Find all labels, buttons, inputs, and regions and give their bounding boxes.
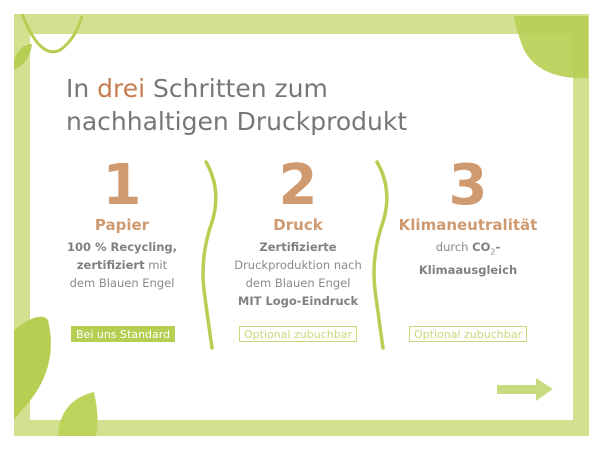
leaf-icon <box>14 44 32 70</box>
leaf-icon <box>58 392 98 436</box>
title-prefix: In <box>66 74 98 103</box>
desc-line: Zertifizierte <box>259 240 337 254</box>
wavy-divider <box>201 160 218 350</box>
desc-line: 100 % Recycling, <box>67 240 177 254</box>
step-number: 2 <box>278 153 318 218</box>
step-description: Zertifizierte Druckproduktion nach dem B… <box>213 238 383 310</box>
desc-line: zertifiziert <box>76 258 145 272</box>
leaf-icon <box>14 316 51 420</box>
optional-badge: Optional zubuchbar <box>409 326 527 342</box>
step-number: 1 <box>102 153 142 218</box>
step-number: 3 <box>448 153 488 218</box>
step-heading: Druck <box>273 216 323 234</box>
desc-line: Druckproduktion nach <box>234 258 362 272</box>
desc-line: dem Blauen Engel <box>69 276 175 290</box>
title-accent: drei <box>97 74 146 103</box>
desc-line: durch <box>435 240 473 254</box>
step-1: 1 Papier 100 % Recycling, zertifiziert m… <box>37 156 207 292</box>
standard-badge: Bei uns Standard <box>71 326 176 342</box>
vine-icon <box>20 13 84 54</box>
step-description: durch CO2- Klimaausgleich <box>383 238 553 279</box>
step-2: 2 Druck Zertifizierte Druckproduktion na… <box>213 156 383 310</box>
step-description: 100 % Recycling, zertifiziert mit dem Bl… <box>37 238 207 292</box>
desc-line: MIT Logo-Eindruck <box>237 294 359 308</box>
step-3: 3 Klimaneutralität durch CO2- Klimaausgl… <box>383 156 553 279</box>
step-heading: Papier <box>94 216 150 234</box>
leaf-icon <box>514 16 588 79</box>
step-heading: Klimaneutralität <box>398 216 538 234</box>
desc-subscript: 2 <box>490 247 496 257</box>
desc-line: mit <box>144 258 168 272</box>
desc-line: CO <box>472 240 491 254</box>
desc-line: Klimaausgleich <box>418 263 518 278</box>
wavy-divider <box>372 160 389 350</box>
page-title: In drei Schritten zum nachhaltigen Druck… <box>66 72 407 138</box>
title-line2: nachhaltigen Druckprodukt <box>66 107 408 136</box>
desc-line: dem Blauen Engel <box>245 276 351 290</box>
optional-badge: Optional zubuchbar <box>239 326 357 342</box>
content-panel <box>30 34 573 420</box>
title-rest: Schritten zum <box>145 74 328 103</box>
arrow-right-icon <box>497 378 553 401</box>
desc-line: - <box>495 240 501 254</box>
